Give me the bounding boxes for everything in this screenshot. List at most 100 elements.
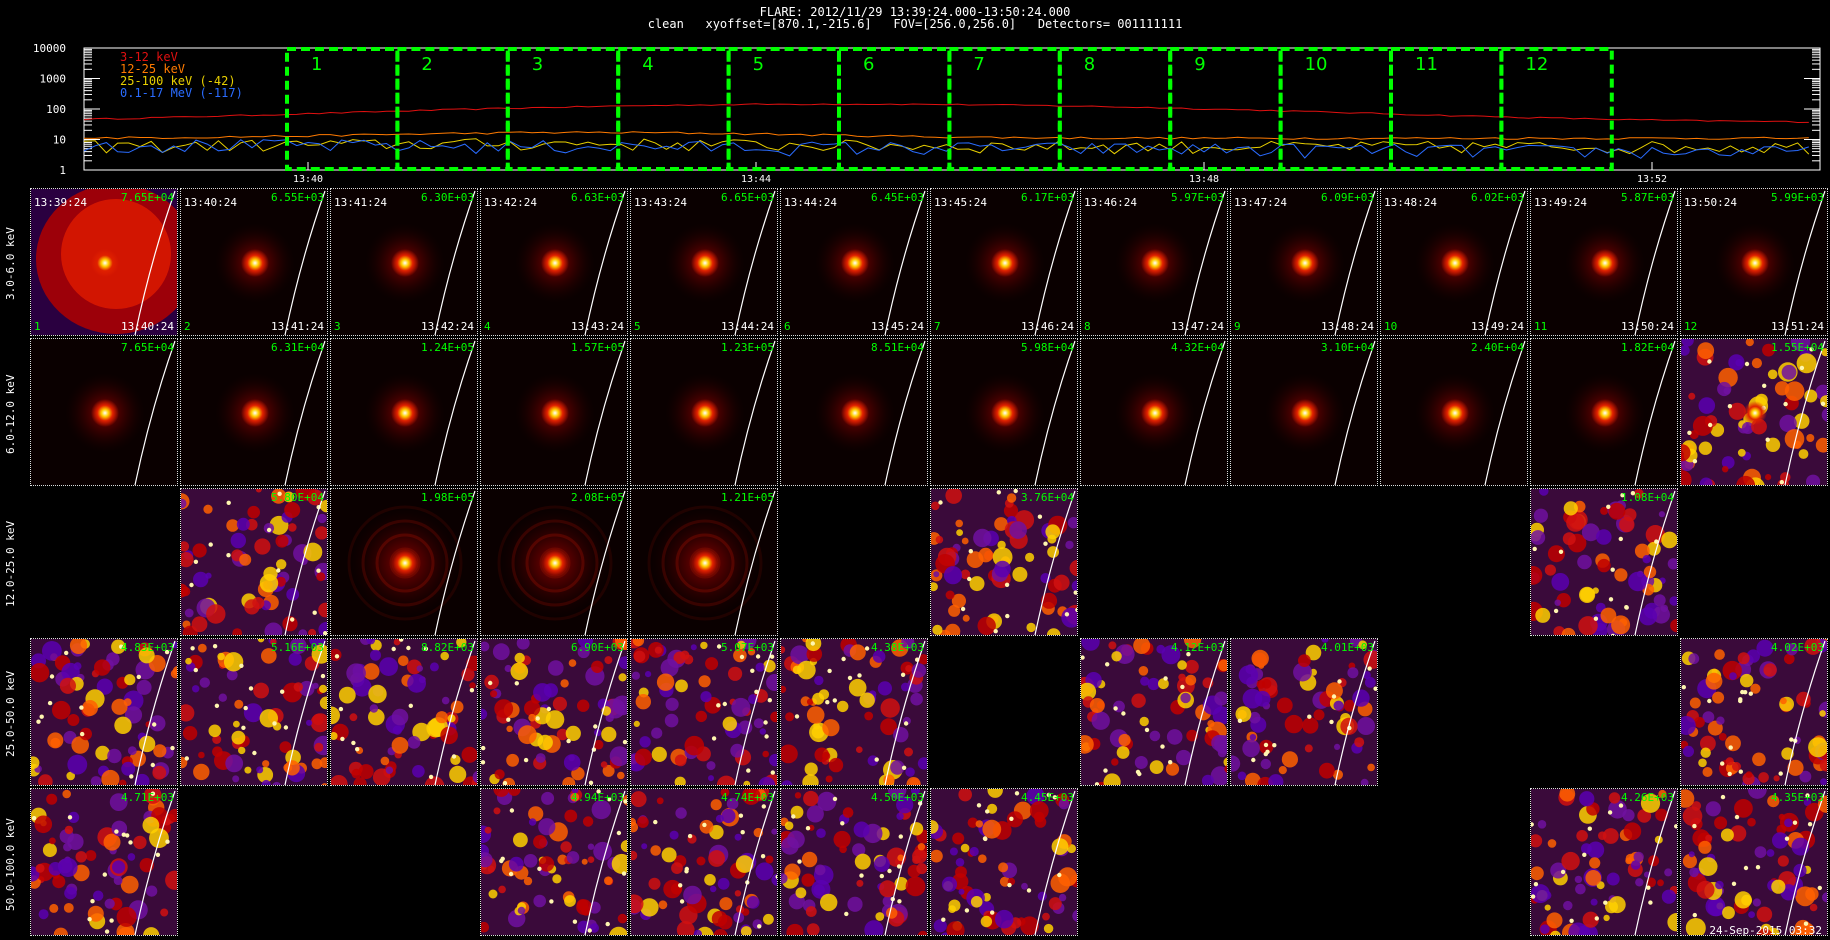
peak-value: 2.08E+05 bbox=[571, 491, 624, 504]
flare-image bbox=[931, 789, 1077, 935]
flare-image bbox=[31, 789, 177, 935]
flare-image bbox=[1231, 639, 1377, 785]
flare-image bbox=[1531, 189, 1677, 335]
flare-image bbox=[31, 189, 177, 335]
interval-label: 7 bbox=[973, 54, 984, 75]
interval-index: 5 bbox=[634, 320, 641, 333]
peak-value: 1.08E+04 bbox=[1621, 491, 1674, 504]
flare-image bbox=[481, 339, 627, 485]
x-tick-label: 13:40 bbox=[293, 174, 323, 185]
date-stamp: 24-Sep-2015 03:32 bbox=[1709, 924, 1822, 937]
energy-band-label: 3.0-6.0 keV bbox=[4, 227, 17, 301]
x-tick-label: 13:52 bbox=[1637, 174, 1667, 185]
interval-label: 12 bbox=[1525, 54, 1548, 75]
end-time: 13:48:24 bbox=[1321, 320, 1374, 333]
start-time: 13:48:24 bbox=[1384, 196, 1437, 209]
interval-box bbox=[947, 47, 1062, 171]
start-time: 13:46:24 bbox=[1084, 196, 1137, 209]
image-tile: 6.02E+03 13:48:24 13:49:24 10 bbox=[1380, 188, 1528, 336]
interval-index: 9 bbox=[1234, 320, 1241, 333]
image-tile: 1.21E+05 bbox=[630, 488, 778, 636]
image-tile: 6.63E+03 13:42:24 13:43:24 4 bbox=[480, 188, 628, 336]
start-time: 13:45:24 bbox=[934, 196, 987, 209]
image-tile: 7.65E+04 13:39:24 13:40:24 1 bbox=[30, 188, 178, 336]
flare-image bbox=[931, 189, 1077, 335]
flare-image bbox=[631, 489, 777, 635]
start-time: 13:49:24 bbox=[1534, 196, 1587, 209]
image-tile: 1.55E+04 bbox=[1680, 338, 1828, 486]
end-time: 13:46:24 bbox=[1021, 320, 1074, 333]
energy-band-label: 50.0-100.0 keV bbox=[4, 817, 17, 911]
interval-index: 6 bbox=[784, 320, 791, 333]
peak-value: 1.23E+05 bbox=[721, 341, 774, 354]
peak-value: 4.12E+03 bbox=[1171, 641, 1224, 654]
interval-index: 1 bbox=[34, 320, 41, 333]
image-tile: 5.98E+04 bbox=[930, 338, 1078, 486]
flare-image bbox=[631, 189, 777, 335]
flare-image bbox=[181, 489, 327, 635]
image-tile: 7.65E+04 bbox=[30, 338, 178, 486]
peak-value: 6.65E+03 bbox=[721, 191, 774, 204]
image-tile: 4.74E+03 bbox=[630, 788, 778, 936]
flare-image bbox=[481, 189, 627, 335]
legend-entry: 3-12 keV bbox=[120, 50, 178, 64]
end-time: 13:51:24 bbox=[1771, 320, 1824, 333]
flare-image bbox=[331, 489, 477, 635]
interval-label: 3 bbox=[532, 54, 543, 75]
flare-image bbox=[1681, 639, 1827, 785]
peak-value: 4.38E+03 bbox=[871, 641, 924, 654]
interval-box bbox=[1499, 47, 1614, 171]
flare-image bbox=[181, 339, 327, 485]
peak-value: 5.16E+03 bbox=[271, 641, 324, 654]
peak-value: 4.94E+03 bbox=[571, 791, 624, 804]
peak-value: 6.30E+03 bbox=[421, 191, 474, 204]
image-tile: 8.82E+03 bbox=[330, 638, 478, 786]
peak-value: 6.63E+03 bbox=[571, 191, 624, 204]
peak-value: 1.57E+05 bbox=[571, 341, 624, 354]
lightcurve-series bbox=[83, 103, 1809, 124]
peak-value: 6.90E+03 bbox=[571, 641, 624, 654]
start-time: 13:39:24 bbox=[34, 196, 87, 209]
flare-image bbox=[1081, 639, 1227, 785]
peak-value: 1.98E+05 bbox=[421, 491, 474, 504]
image-tile: 4.01E+03 bbox=[1230, 638, 1378, 786]
peak-value: 6.09E+03 bbox=[1321, 191, 1374, 204]
flare-image bbox=[31, 339, 177, 485]
lightcurve-series bbox=[83, 138, 1810, 155]
flare-image bbox=[1681, 789, 1827, 935]
interval-label: 5 bbox=[753, 54, 764, 75]
flare-image bbox=[931, 489, 1077, 635]
y-tick-label: 1000 bbox=[40, 73, 67, 86]
image-tile: 4.94E+03 bbox=[480, 788, 628, 936]
flare-image bbox=[781, 339, 927, 485]
energy-band-label: 25.0-50.0 keV bbox=[4, 671, 17, 758]
start-time: 13:40:24 bbox=[184, 196, 237, 209]
flare-image bbox=[1531, 339, 1677, 485]
image-tile: 4.35E+03 bbox=[1680, 788, 1828, 936]
end-time: 13:49:24 bbox=[1471, 320, 1524, 333]
end-time: 13:43:24 bbox=[571, 320, 624, 333]
image-tile: 4.50E+03 bbox=[780, 788, 928, 936]
plot-parameters: clean xyoffset=[870.1,-215.6] FOV=[256.0… bbox=[647, 17, 1183, 31]
image-tile: 4.45E+03 bbox=[930, 788, 1078, 936]
flare-image bbox=[31, 639, 177, 785]
legend-entry: 0.1-17 MeV (-117) bbox=[120, 86, 243, 100]
peak-value: 5.87E+03 bbox=[1621, 191, 1674, 204]
interval-index: 12 bbox=[1684, 320, 1698, 333]
peak-value: 8.51E+04 bbox=[871, 341, 924, 354]
end-time: 13:40:24 bbox=[121, 320, 174, 333]
peak-value: 5.98E+04 bbox=[1021, 341, 1074, 354]
flare-image bbox=[1681, 339, 1827, 485]
peak-value: 6.45E+03 bbox=[871, 191, 924, 204]
y-tick-label: 10 bbox=[53, 134, 66, 147]
image-tile: 6.17E+03 13:45:24 13:46:24 7 bbox=[930, 188, 1078, 336]
peak-value: 8.82E+03 bbox=[421, 641, 474, 654]
interval-box bbox=[505, 47, 621, 171]
lightcurve-panel: 10000 1000 100 10 1 13:40 13:44 13:48 13:52 3-12 … bbox=[33, 42, 1821, 185]
peak-value: 5.80E+04 bbox=[271, 491, 324, 504]
image-tile: 4.32E+04 bbox=[1080, 338, 1228, 486]
energy-band-label: 12.0-25.0 keV bbox=[4, 521, 17, 608]
peak-value: 4.83E+03 bbox=[121, 641, 174, 654]
image-tile: 6.90E+03 bbox=[480, 638, 628, 786]
interval-box bbox=[1278, 47, 1393, 171]
